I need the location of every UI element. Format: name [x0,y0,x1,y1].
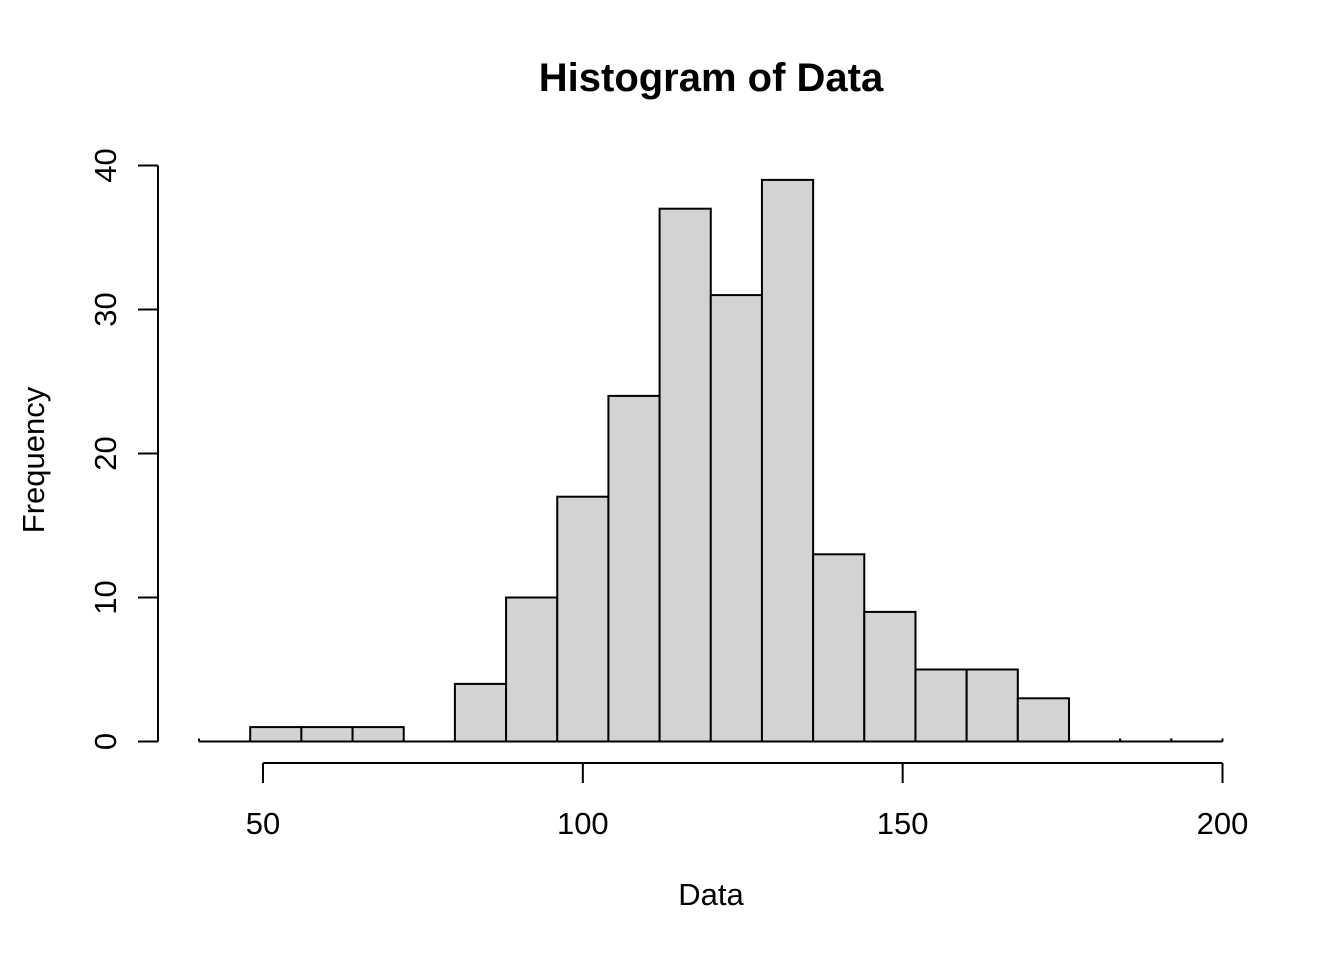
x-tick-label: 50 [246,806,280,841]
histogram-bar [914,668,968,743]
x-tick-label: 200 [1197,806,1249,841]
y-tick-label: 40 [88,148,123,182]
y-tick-label: 10 [88,580,123,614]
histogram-bar [658,207,712,743]
histogram-bar [863,610,917,743]
histogram-bar [249,726,303,743]
y-tick-label: 30 [88,292,123,326]
y-tick-label: 20 [88,436,123,470]
y-axis-label: Frequency [16,386,51,534]
histogram-bar [760,178,815,743]
histogram-bar [812,553,866,743]
histogram-bar [1016,697,1070,743]
x-tick-label: 150 [877,806,929,841]
histogram-bar [300,726,354,743]
histogram-bar [556,495,610,743]
histogram-bar [709,294,763,743]
x-tick-label: 100 [557,806,609,841]
histogram-bar [607,394,661,743]
histogram-bar [505,596,559,743]
x-axis-label: Data [678,877,744,912]
histogram-bar [453,682,508,743]
histogram-bar [351,726,405,743]
histogram-bar [965,668,1019,743]
y-tick-label: 0 [88,733,123,750]
chart-title: Histogram of Data [538,56,884,100]
